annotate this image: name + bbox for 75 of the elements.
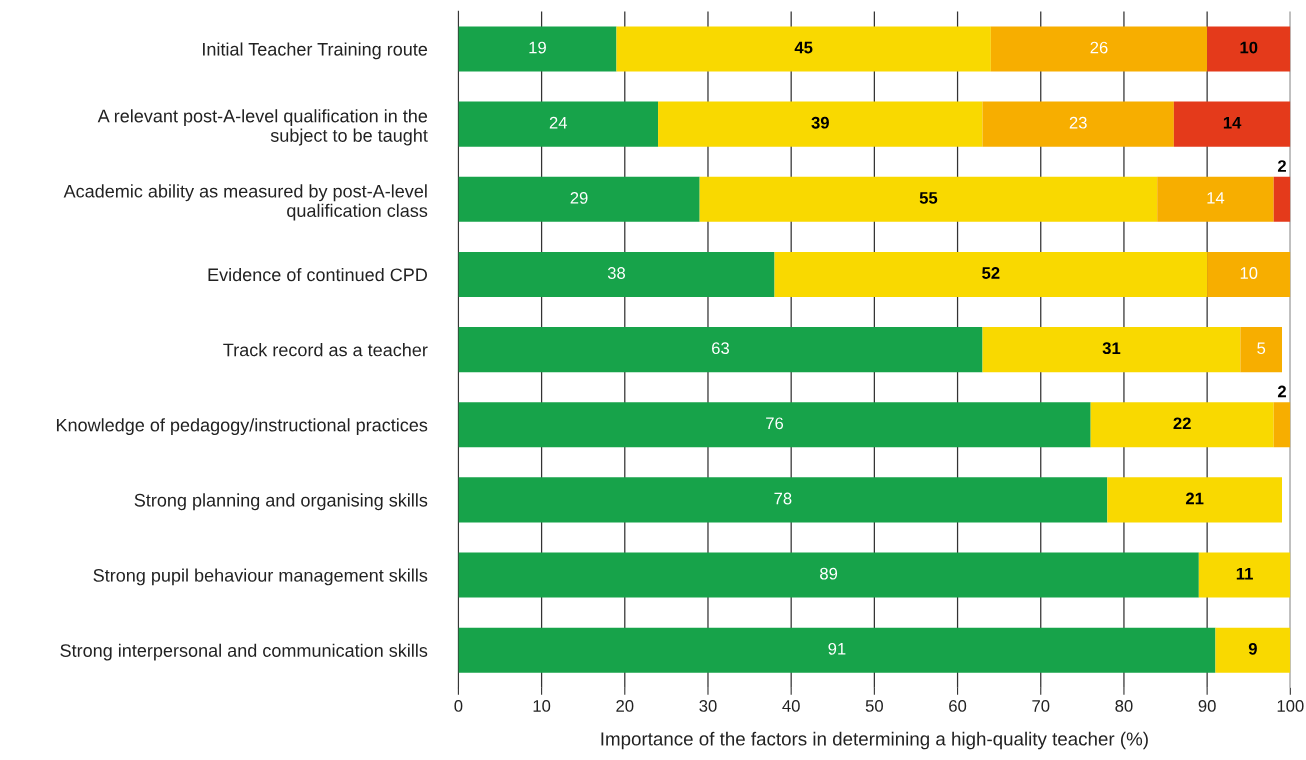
bar: [658, 101, 983, 147]
x-tick-label: 80: [1115, 700, 1133, 712]
bar: [1240, 327, 1283, 373]
data-label: 10: [1240, 41, 1258, 54]
bar: [616, 26, 991, 72]
bar: [699, 176, 1158, 222]
data-label: 24: [549, 116, 568, 129]
y-tick-label: Strong planning and organising skills: [134, 493, 428, 511]
data-label: 63: [712, 342, 729, 355]
y-tick-label: Strong pupil behaviour management skills: [93, 568, 428, 586]
bar: [990, 26, 1208, 72]
data-label: 55: [919, 192, 938, 204]
x-tick-label: 60: [949, 700, 967, 712]
bar: [982, 101, 1174, 147]
y-tick-label: Knowledge of pedagogy/instructional practices: [56, 418, 428, 436]
data-label: 14: [1207, 192, 1225, 204]
y-tick-label: Academic ability as measured by post-A-level qualification class: [63, 184, 428, 221]
bar: [1157, 176, 1274, 222]
data-label: 21: [1185, 492, 1204, 505]
data-label: 52: [982, 267, 1000, 279]
bar: [458, 176, 700, 222]
data-label: 91: [828, 642, 846, 655]
bar: [1090, 402, 1274, 448]
bar: [458, 101, 659, 147]
data-label: 45: [794, 41, 813, 54]
x-tick-label: 70: [1032, 700, 1050, 712]
data-label: 23: [1069, 116, 1087, 129]
x-tick-label: 10: [533, 700, 551, 712]
bar: [1207, 26, 1291, 72]
data-label: 26: [1090, 41, 1108, 54]
data-label: 76: [766, 417, 784, 430]
bar: [774, 251, 1208, 297]
bar: [1215, 627, 1291, 673]
bar: [1273, 402, 1291, 448]
bar: [458, 26, 617, 72]
y-tick-label: A relevant post-A-level qualification in the subject to be taught: [97, 109, 428, 146]
data-label: 89: [820, 567, 838, 580]
data-label: 31: [1102, 342, 1121, 355]
bar: [458, 251, 775, 297]
data-label: 38: [607, 267, 626, 279]
bar: [1173, 101, 1291, 147]
bar: [458, 477, 1108, 523]
data-label: 9: [1248, 642, 1257, 655]
x-tick-label: 100: [1277, 700, 1304, 712]
data-label: 2: [1277, 160, 1286, 172]
y-tick-label: Evidence of continued CPD: [208, 267, 427, 282]
y-tick-label: Initial Teacher Training route: [203, 42, 428, 60]
x-axis-title: Importance of the factors in determining a high-quality teacher (%): [601, 731, 1148, 750]
data-label: 14: [1223, 116, 1242, 129]
bar: [1198, 552, 1291, 598]
data-label: 11: [1236, 567, 1253, 580]
bar: [982, 327, 1241, 373]
bar: [458, 327, 983, 373]
data-label: 29: [570, 191, 588, 204]
data-label: 5: [1257, 342, 1266, 355]
bar: [458, 402, 1091, 448]
x-tick-label: 20: [616, 700, 634, 712]
x-tick-label: 90: [1198, 700, 1216, 712]
data-label: 19: [529, 41, 546, 54]
data-label: 2: [1277, 385, 1286, 398]
bar: [458, 627, 1216, 673]
x-tick-label: 40: [782, 700, 800, 712]
x-tick-label: 30: [699, 700, 717, 712]
y-tick-label: Track record as a teacher: [223, 343, 428, 357]
x-tick-label: 0: [454, 700, 463, 712]
bar: [1273, 176, 1291, 222]
data-label: 22: [1173, 417, 1191, 430]
bar: [458, 552, 1199, 598]
data-label: 10: [1240, 267, 1258, 279]
bar: [1207, 251, 1291, 297]
data-label: 78: [774, 492, 792, 505]
bar: [1107, 477, 1283, 523]
data-label: 39: [811, 116, 829, 129]
y-tick-label: Strong interpersonal and communication skills: [60, 643, 428, 661]
x-tick-label: 50: [865, 700, 883, 712]
